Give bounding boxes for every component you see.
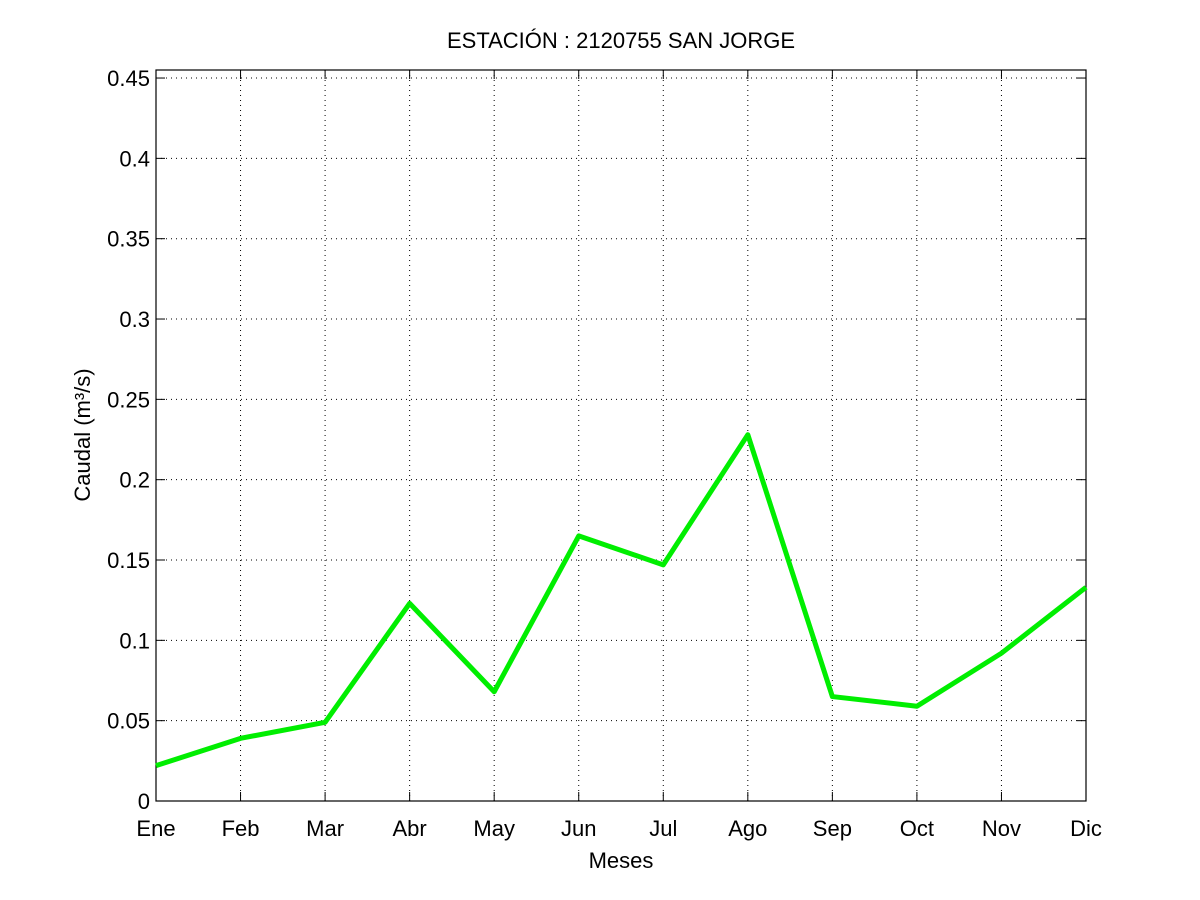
x-tick-label: Feb <box>222 816 260 841</box>
x-tick-label: Abr <box>393 816 427 841</box>
series-layer <box>155 432 1088 769</box>
axis-ticks <box>155 70 1087 802</box>
x-tick-label: Mar <box>306 816 344 841</box>
x-tick-label: Jun <box>561 816 596 841</box>
y-tick-label: 0.25 <box>107 387 150 412</box>
y-tick-label: 0.1 <box>119 628 150 653</box>
x-tick-label: Sep <box>813 816 852 841</box>
tick-labels: Ene Feb Mar Abr May Jun Jul Ago Sep Oct Nov Dic 0 0.0… <box>107 66 1102 841</box>
chart-title: ESTACIÓN : 2120755 SAN JORGE <box>447 28 795 53</box>
y-tick-label: 0.4 <box>119 146 150 171</box>
x-axis-label: Meses <box>589 848 654 873</box>
x-tick-label: Jul <box>649 816 677 841</box>
y-tick-label: 0.05 <box>107 709 150 734</box>
y-tick-label: 0.15 <box>107 548 150 573</box>
y-axis-label: Caudal (m³/s) <box>70 368 95 501</box>
x-tick-label: Ago <box>728 816 767 841</box>
y-tick-label: 0.2 <box>119 468 150 493</box>
y-tick-label: 0.35 <box>107 227 150 252</box>
x-tick-label: Ene <box>136 816 175 841</box>
y-tick-label: 0.45 <box>107 66 150 91</box>
y-tick-label: 0 <box>138 789 150 814</box>
x-tick-label: May <box>473 816 515 841</box>
plot-area <box>155 69 1087 802</box>
x-tick-label: Nov <box>982 816 1021 841</box>
series-line <box>155 432 1088 769</box>
x-tick-label: Dic <box>1070 816 1102 841</box>
y-tick-label: 0.3 <box>119 307 150 332</box>
x-tick-label: Oct <box>900 816 934 841</box>
